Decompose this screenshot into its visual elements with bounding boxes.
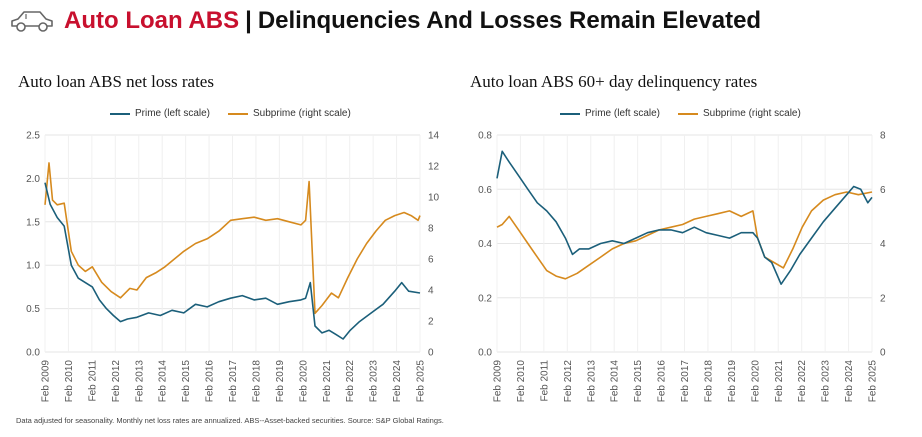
chart1-x-tick: Feb 2018 <box>251 360 262 403</box>
chart1-prime-line <box>44 182 421 340</box>
chart1-x-tick: Feb 2023 <box>369 360 380 403</box>
chart1-x-tick: Feb 2025 <box>416 360 427 403</box>
chart2-x-tick: Feb 2011 <box>539 360 550 402</box>
chart1-x-tick: Feb 2019 <box>275 360 286 403</box>
chart1-right-tick: 14 <box>428 131 440 142</box>
chart2-legend-prime: Prime (left scale) <box>560 108 660 119</box>
chart2-right-tick: 0 <box>880 348 886 359</box>
chart2-legend-prime-label: Prime (left scale) <box>585 108 661 119</box>
header-separator: | <box>245 7 252 34</box>
chart2-prime-line <box>496 150 873 286</box>
chart1-x-tick: Feb 2016 <box>205 360 216 403</box>
chart2-right-tick: 6 <box>880 185 886 196</box>
chart1-legend-prime-label: Prime (left scale) <box>135 108 211 119</box>
chart2-legend: Prime (left scale) Subprime (right scale… <box>560 108 819 119</box>
chart1-right-tick: 2 <box>428 317 434 328</box>
chart2-x-tick: Feb 2014 <box>610 360 621 403</box>
net-loss-chart: 0.0 0.5 1.0 1.5 2.0 2.5 Feb 2009 Feb 2010 Feb 20… <box>26 131 440 403</box>
chart1-left-tick: 1.5 <box>26 217 40 228</box>
chart2-x-tick: Feb 2010 <box>516 360 527 403</box>
chart2-subprime-line <box>496 191 873 280</box>
chart1-right-tick: 6 <box>428 255 434 266</box>
chart2-title: Auto loan ABS 60+ day delinquency rates <box>470 72 758 91</box>
chart1-x-tick: Feb 2022 <box>345 360 356 403</box>
chart1-legend-prime: Prime (left scale) <box>110 108 210 119</box>
chart1-right-tick: 8 <box>428 224 434 235</box>
header-title-accent: Auto Loan ABS <box>64 7 240 34</box>
chart1-x-tick: Feb 2009 <box>41 360 52 403</box>
chart1-right-tick: 12 <box>428 162 440 173</box>
chart2-x-tick: Feb 2024 <box>844 360 855 403</box>
chart2-right-tick: 2 <box>880 293 886 304</box>
chart2-left-tick: 0.8 <box>478 131 492 142</box>
chart1-legend-subprime-label: Subprime (right scale) <box>253 108 351 119</box>
chart2-left-tick: 0.6 <box>478 185 492 196</box>
header-title: Delinquencies And Losses Remain Elevated <box>257 7 762 34</box>
chart2-x-tick: Feb 2012 <box>563 360 574 403</box>
chart1-x-tick: Feb 2012 <box>111 360 122 403</box>
chart2-x-tick: Feb 2019 <box>727 360 738 403</box>
chart1-legend: Prime (left scale) Subprime (right scale… <box>110 108 369 119</box>
chart2-x-tick: Feb 2013 <box>586 360 597 403</box>
chart1-x-tick: Feb 2011 <box>87 360 98 402</box>
chart1-right-tick: 4 <box>428 286 434 297</box>
chart1-right-tick: 10 <box>428 193 440 204</box>
chart1-title: Auto loan ABS net loss rates <box>18 72 214 91</box>
chart2-x-tick: Feb 2015 <box>633 360 644 403</box>
chart1-x-tick: Feb 2013 <box>134 360 145 403</box>
chart1-x-tick: Feb 2014 <box>158 360 169 403</box>
chart1-x-tick: Feb 2015 <box>181 360 192 403</box>
chart2-x-tick: Feb 2025 <box>868 360 879 403</box>
footnote: Data adjusted for seasonality. Monthly n… <box>16 416 444 425</box>
chart2-x-tick: Feb 2020 <box>750 360 761 403</box>
car-icon <box>11 11 53 32</box>
page-header: Auto Loan ABS | Delinquencies And Losses… <box>8 4 761 38</box>
chart1-left-tick: 2.5 <box>26 131 40 142</box>
chart1-subprime-line <box>44 162 421 315</box>
chart2-x-tick: Feb 2016 <box>657 360 668 403</box>
chart1-right-tick: 0 <box>428 348 434 359</box>
chart2-right-tick: 8 <box>880 131 886 142</box>
chart2-x-tick: Feb 2018 <box>703 360 714 403</box>
chart2-legend-subprime-label: Subprime (right scale) <box>703 108 801 119</box>
chart2-right-tick: 4 <box>880 239 886 250</box>
chart2-x-tick: Feb 2022 <box>797 360 808 403</box>
chart1-left-tick: 2.0 <box>26 174 40 185</box>
chart2-left-tick: 0.4 <box>478 239 492 250</box>
chart1-x-tick: Feb 2020 <box>298 360 309 403</box>
chart1-x-tick: Feb 2024 <box>392 360 403 403</box>
chart2-x-tick: Feb 2021 <box>774 360 785 403</box>
chart1-x-tick: Feb 2017 <box>228 360 239 403</box>
chart2-left-tick: 0.2 <box>478 293 492 304</box>
chart2-x-tick: Feb 2009 <box>493 360 504 403</box>
chart1-x-tick: Feb 2021 <box>322 360 333 403</box>
chart1-left-tick: 0.0 <box>26 348 40 359</box>
chart2-legend-subprime: Subprime (right scale) <box>678 108 801 119</box>
chart1-left-tick: 0.5 <box>26 304 40 315</box>
chart2-x-tick: Feb 2017 <box>680 360 691 403</box>
chart2-x-tick: Feb 2023 <box>821 360 832 403</box>
chart1-x-tick: Feb 2010 <box>64 360 75 403</box>
chart1-left-tick: 1.0 <box>26 261 40 272</box>
chart1-legend-subprime: Subprime (right scale) <box>228 108 351 119</box>
chart2-left-tick: 0.0 <box>478 348 492 359</box>
